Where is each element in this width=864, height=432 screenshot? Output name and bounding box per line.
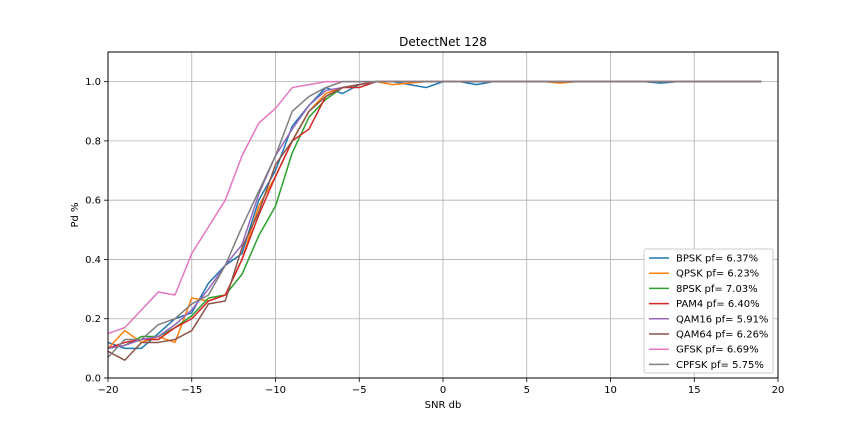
legend-entry-2: 8PSK pf= 7.03% — [676, 284, 758, 295]
x-tick-label: −20 — [97, 385, 118, 396]
axis-ticks: −20 −15 −10 −5 0 5 10 15 20 0.0 0.2 0.4 0.6 0.8 1.0 — [85, 77, 784, 396]
y-tick-label: 1.0 — [85, 77, 101, 88]
y-tick-label: 0.4 — [85, 255, 101, 266]
legend: BPSK pf= 6.37% QPSK pf= 6.23% 8PSK pf= 7.0… — [643, 248, 774, 374]
y-tick-label: 0.0 — [85, 374, 101, 385]
legend-entry-0: BPSK pf= 6.37% — [676, 254, 758, 265]
legend-entry-5: QAM64 pf= 6.26% — [676, 330, 768, 341]
x-tick-label: 20 — [772, 385, 785, 396]
series-line-7 — [107, 80, 762, 358]
x-tick-label: −15 — [181, 385, 202, 396]
x-tick-label: −10 — [265, 385, 286, 396]
x-tick-label: 15 — [688, 385, 701, 396]
x-axis-label: SNR db — [425, 400, 462, 411]
chart-title: DetectNet 128 — [399, 35, 487, 49]
y-tick-label: 0.2 — [85, 314, 101, 325]
legend-entry-6: GFSK pf= 6.69% — [676, 345, 759, 356]
x-tick-label: 5 — [524, 385, 530, 396]
legend-entry-7: CPFSK pf= 5.75% — [676, 360, 764, 371]
legend-entry-4: QAM16 pf= 5.91% — [676, 314, 768, 325]
y-axis-label: Pd % — [70, 202, 81, 227]
series-layer — [107, 80, 762, 361]
y-tick-label: 0.6 — [85, 196, 101, 207]
y-tick-label: 0.8 — [85, 136, 101, 147]
x-tick-label: −5 — [352, 385, 367, 396]
x-tick-label: 10 — [604, 385, 617, 396]
legend-box — [643, 248, 774, 374]
x-tick-label: 0 — [440, 385, 446, 396]
legend-entry-1: QPSK pf= 6.23% — [676, 269, 759, 280]
legend-entry-3: PAM4 pf= 6.40% — [676, 299, 760, 310]
